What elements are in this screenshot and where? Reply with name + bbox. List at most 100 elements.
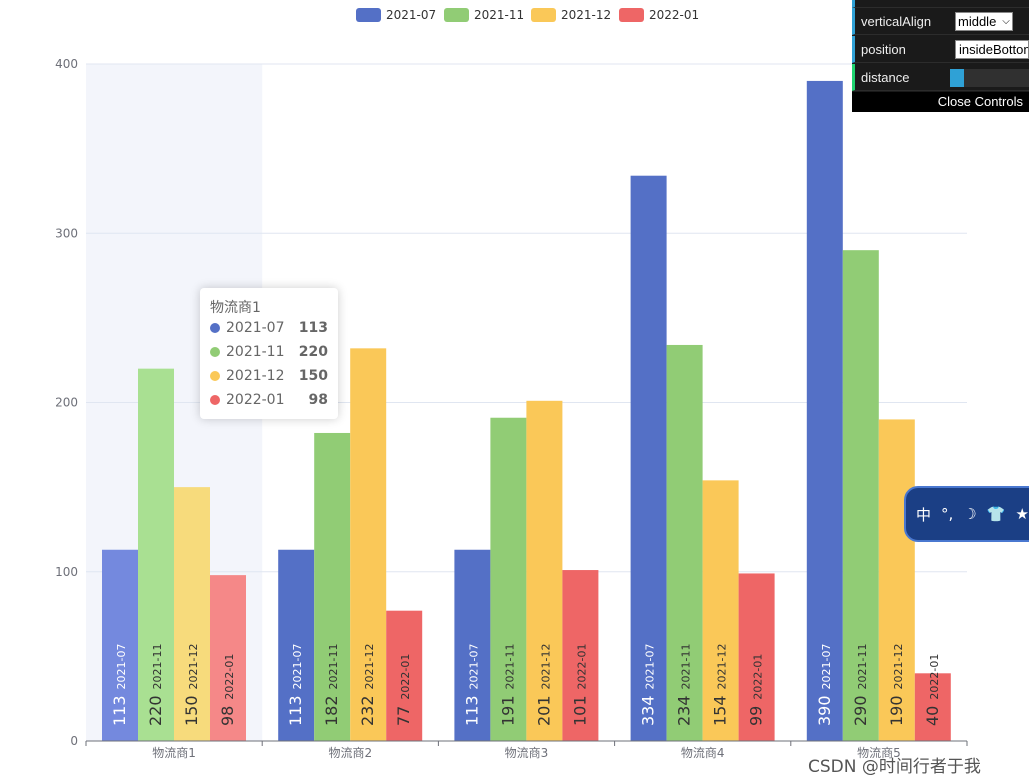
x-tick-label: 物流商4 <box>681 745 725 760</box>
bar[interactable] <box>278 549 315 741</box>
bar[interactable] <box>630 175 667 741</box>
tooltip-title: 物流商1 <box>210 300 261 316</box>
tooltip-row: 2021-07 113 <box>210 318 328 338</box>
y-tick-label: 100 <box>55 565 78 579</box>
legend-item[interactable]: 2022-01 <box>619 7 699 23</box>
bar[interactable] <box>562 570 599 741</box>
close-controls-button[interactable]: Close Controls <box>852 92 1029 112</box>
bar[interactable] <box>842 250 879 742</box>
legend-item[interactable]: 2021-11 <box>444 7 524 23</box>
legend-swatch <box>356 8 381 22</box>
ime-moon-icon[interactable]: ☽ <box>963 505 977 523</box>
bar[interactable] <box>878 419 915 741</box>
bar[interactable] <box>666 344 703 741</box>
distance-slider[interactable] <box>950 69 1029 87</box>
y-tick-label: 0 <box>70 734 78 748</box>
tooltip-marker <box>210 371 220 381</box>
data-label: 1502021-12 <box>182 643 201 726</box>
tooltip-series-name: 2021-12 <box>226 368 285 384</box>
control-label: position <box>861 42 906 57</box>
control-row-verticalalign: verticalAlign middle ⌵ <box>852 8 1029 35</box>
control-label: verticalAlign <box>861 14 932 29</box>
legend-label: 2021-12 <box>561 8 612 22</box>
tooltip-row: 2022-01 98 <box>210 390 328 410</box>
tooltip-series-name: 2022-01 <box>226 392 285 408</box>
bar[interactable] <box>138 368 174 741</box>
control-row-distance: distance <box>852 64 1029 91</box>
ime-punctuation-icon[interactable]: °, <box>941 505 954 523</box>
control-row-partial <box>852 0 1029 8</box>
control-row-position: position insideBottom <box>852 36 1029 63</box>
legend-label: 2021-11 <box>474 8 525 22</box>
data-label: 1012022-01 <box>570 643 589 726</box>
slider-fill <box>950 69 965 87</box>
tooltip-marker <box>210 395 220 405</box>
data-label: 982022-01 <box>218 654 237 726</box>
verticalalign-select[interactable]: middle ⌵ <box>955 12 1013 31</box>
data-label: 1132021-07 <box>110 643 129 726</box>
chevron-down-icon: ⌵ <box>1002 16 1010 27</box>
x-tick-label: 物流商2 <box>328 745 372 760</box>
bar[interactable] <box>210 575 246 741</box>
legend-item[interactable]: 2021-12 <box>531 7 611 23</box>
y-tick-label: 200 <box>55 396 78 410</box>
tooltip-series-name: 2021-07 <box>226 320 285 336</box>
tooltip-marker <box>210 347 220 357</box>
legend-item[interactable]: 2021-07 <box>356 7 436 23</box>
tooltip-row: 2021-12 150 <box>210 366 328 386</box>
ime-star-icon[interactable]: ★ <box>1015 505 1029 523</box>
data-label: 2902021-11 <box>851 643 870 726</box>
watermark: CSDN @时间行者于我 <box>808 757 981 777</box>
tooltip: 物流商1 2021-07 113 2021-11 220 2021-12 150 2022-… <box>200 288 338 419</box>
tooltip-value: 220 <box>298 344 328 360</box>
bar[interactable] <box>102 549 138 741</box>
bar[interactable] <box>738 573 775 741</box>
bar[interactable] <box>490 417 527 741</box>
bar[interactable] <box>526 400 563 741</box>
x-tick-label: 物流商1 <box>152 745 196 760</box>
bar[interactable] <box>386 610 423 741</box>
bar[interactable] <box>350 348 387 741</box>
ime-skin-icon[interactable]: 👕 <box>986 505 1006 523</box>
data-label: 992022-01 <box>747 654 766 726</box>
data-label: 1902021-12 <box>887 643 906 726</box>
ime-toolbar[interactable]: 中 °, ☽ 👕 ★ <box>904 486 1029 542</box>
tooltip-value: 150 <box>298 368 328 384</box>
tooltip-marker <box>210 323 220 333</box>
bar[interactable] <box>702 480 739 741</box>
bar[interactable] <box>454 549 491 741</box>
data-label: 1132021-07 <box>286 643 305 726</box>
x-tick-label: 物流商3 <box>505 745 549 760</box>
position-input[interactable]: insideBottom <box>955 40 1029 59</box>
y-tick-label: 300 <box>55 226 78 240</box>
control-label: distance <box>861 70 910 85</box>
controls-panel: verticalAlign middle ⌵ position insideBo… <box>852 0 1029 112</box>
bar[interactable] <box>914 673 951 741</box>
data-label: 1912021-11 <box>498 643 517 726</box>
tooltip-value: 113 <box>298 320 328 336</box>
tooltip-value: 98 <box>308 392 328 408</box>
legend-swatch <box>444 8 469 22</box>
data-label: 1822021-11 <box>322 643 341 726</box>
data-label: 1542021-12 <box>711 643 730 726</box>
bar[interactable] <box>806 80 843 742</box>
bar[interactable] <box>174 487 210 741</box>
data-label: 402022-01 <box>923 654 942 726</box>
select-value: middle <box>958 14 997 29</box>
data-label: 2342021-11 <box>675 643 694 726</box>
legend-swatch <box>531 8 556 22</box>
legend-swatch <box>619 8 644 22</box>
y-tick-label: 400 <box>55 57 78 71</box>
tooltip-row: 2021-11 220 <box>210 342 328 362</box>
bar[interactable] <box>314 432 351 741</box>
data-label: 3342021-07 <box>639 643 658 726</box>
tooltip-series-name: 2021-11 <box>226 344 285 360</box>
data-label: 2202021-11 <box>146 643 165 726</box>
data-label: 772022-01 <box>394 654 413 726</box>
x-tick-label: 物流商5 <box>857 745 901 760</box>
data-label: 1132021-07 <box>462 643 481 726</box>
ime-chinese-mode-icon[interactable]: 中 <box>916 505 932 524</box>
legend-label: 2021-07 <box>386 8 437 22</box>
data-label: 2322021-12 <box>358 643 377 726</box>
